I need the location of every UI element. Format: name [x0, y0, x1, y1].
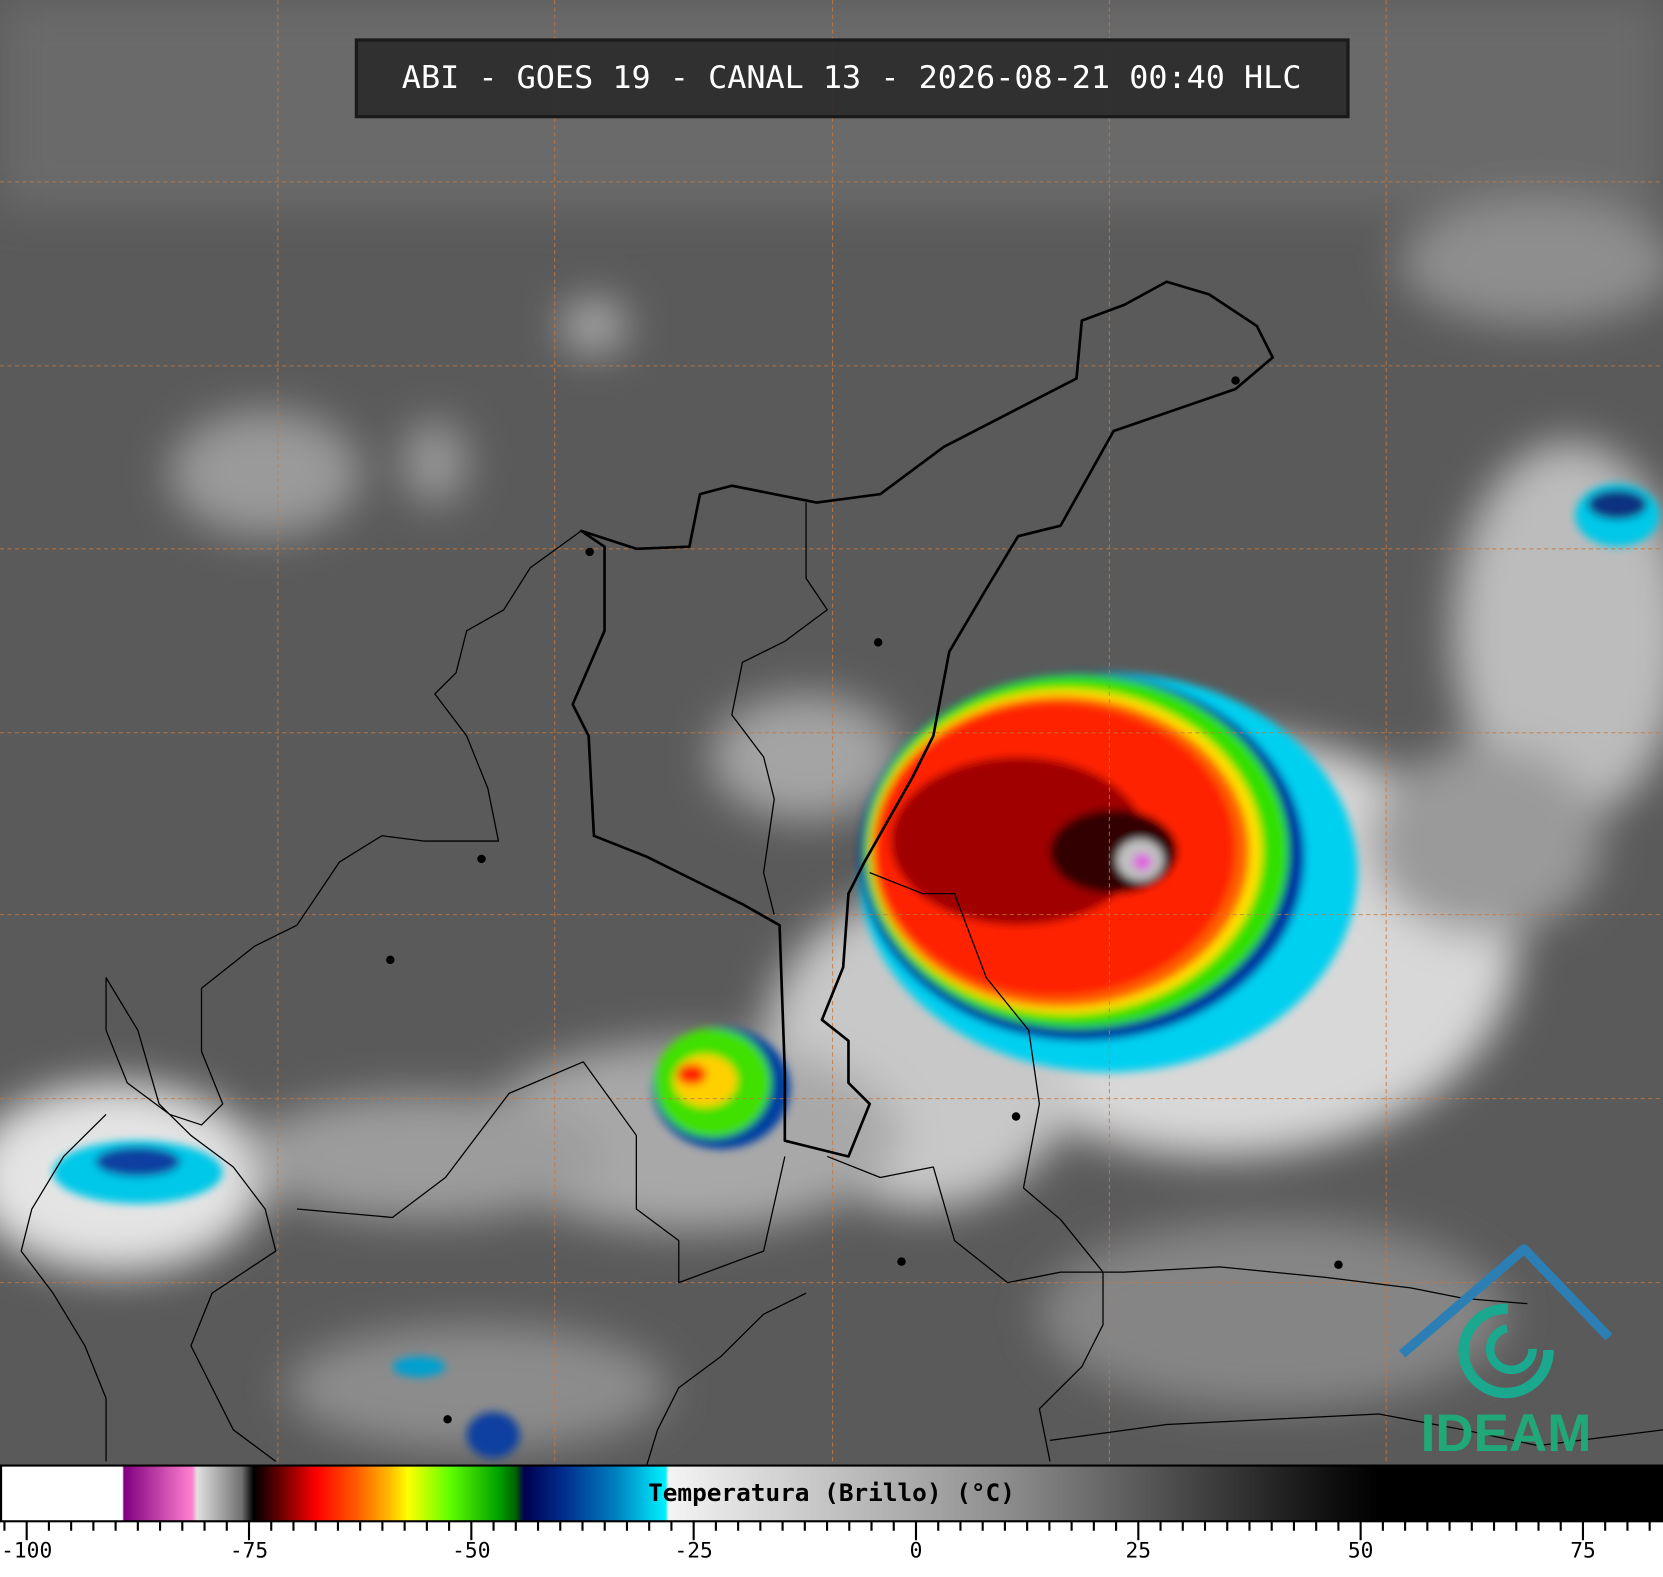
tick-label: -75	[230, 1538, 268, 1563]
tick-label: 0	[910, 1538, 923, 1563]
tick-label: -50	[452, 1538, 490, 1563]
colorbar	[0, 1464, 1663, 1523]
boundaries	[20, 280, 1663, 1465]
cities	[386, 376, 1343, 1424]
tick-label: 25	[1126, 1538, 1152, 1563]
logo-text: IDEAM	[1421, 1404, 1592, 1463]
logo: IDEAM	[1398, 1244, 1613, 1463]
tick-label: 50	[1348, 1538, 1374, 1563]
colorbar-label: Temperatura (Brillo) (°C)	[648, 1478, 1015, 1507]
tick-label: -100	[1, 1538, 52, 1563]
title-box	[354, 38, 1350, 119]
graticule	[0, 0, 1663, 1465]
colorbar-axis: -100 -75 -50 -25 0 25 50 75	[1, 1521, 1651, 1563]
tick-label: -25	[675, 1538, 713, 1563]
tick-label: 75	[1570, 1538, 1596, 1563]
title: ABI - GOES 19 - CANAL 13 - 2026-08-21 00…	[402, 60, 1302, 96]
cold-cloud-tops	[53, 483, 1660, 1459]
convective-storm	[652, 672, 1358, 1150]
